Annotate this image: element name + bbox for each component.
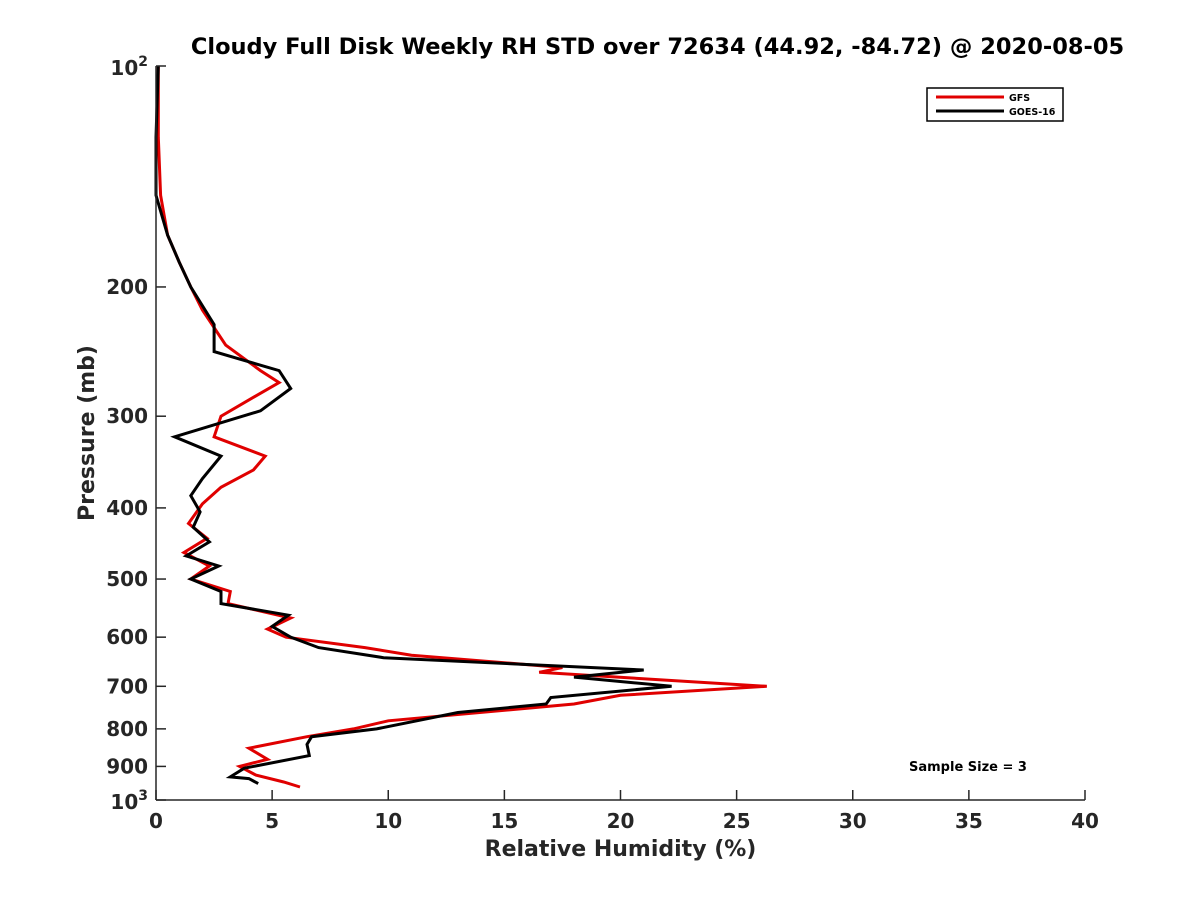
x-axis-label: Relative Humidity (%) xyxy=(485,837,757,862)
x-tick-label: 35 xyxy=(955,809,983,833)
y-tick-exponent: 3 xyxy=(138,788,148,804)
legend-box xyxy=(926,87,1064,122)
legend: GFS GOES-16 xyxy=(926,87,1064,122)
series-line-goes-16 xyxy=(154,65,672,785)
y-tick-exponent: 2 xyxy=(138,54,148,70)
x-tick-label: 20 xyxy=(607,809,635,833)
y-tick-label: 900 xyxy=(106,754,148,778)
x-tick-label: 25 xyxy=(723,809,751,833)
legend-label: GOES-16 xyxy=(1009,107,1056,118)
y-axis-label: Pressure (mb) xyxy=(75,345,100,521)
y-tick-label: 600 xyxy=(106,625,148,649)
axes: 0 5 10 15 20 25 30 35 40102200300400500600700800… xyxy=(75,54,1099,862)
series-line-gfs xyxy=(156,66,767,789)
chart-title: Cloudy Full Disk Weekly RH STD over 7263… xyxy=(191,34,1124,60)
y-tick-label: 800 xyxy=(106,717,148,741)
y-tick-label: 500 xyxy=(106,567,148,591)
y-tick-label: 400 xyxy=(106,496,148,520)
x-tick-label: 5 xyxy=(265,809,279,833)
y-tick-base: 10 xyxy=(110,56,138,80)
y-tick-base: 10 xyxy=(110,790,138,814)
y-tick-label: 200 xyxy=(106,275,148,299)
legend-label: GFS xyxy=(1009,93,1030,104)
x-tick-label: 10 xyxy=(374,809,402,833)
plot-area xyxy=(154,65,767,789)
sample-size-annotation: Sample Size = 3 xyxy=(909,760,1027,775)
y-tick-label: 102 xyxy=(110,54,148,80)
x-tick-label: 30 xyxy=(839,809,867,833)
y-tick-label: 103 xyxy=(110,788,148,814)
x-tick-label: 15 xyxy=(490,809,518,833)
y-tick-label: 300 xyxy=(106,404,148,428)
x-tick-label: 40 xyxy=(1071,809,1099,833)
y-tick-label: 700 xyxy=(106,674,148,698)
x-tick-label: 0 xyxy=(149,809,163,833)
